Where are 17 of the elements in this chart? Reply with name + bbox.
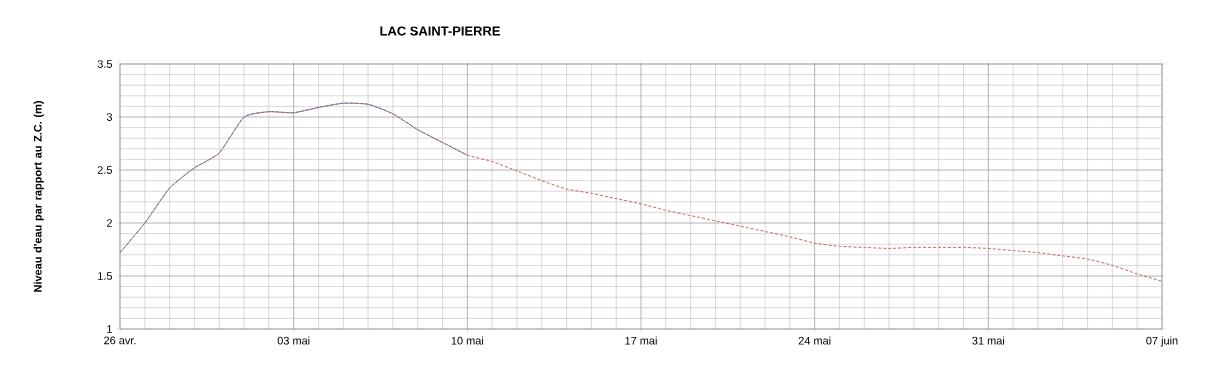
y-tick-label: 1 xyxy=(107,325,112,333)
y-tick-label: 1.5 xyxy=(98,272,113,280)
y-tick-label: 3 xyxy=(106,113,112,121)
x-tick-label: 03 mai xyxy=(277,336,310,345)
y-tick-label: 3.5 xyxy=(97,60,113,68)
x-tick-label: 31 mai xyxy=(972,336,1005,345)
line-series xyxy=(119,102,468,254)
x-tick-label: 07 juin xyxy=(1146,336,1178,347)
x-tick-label: 26 avr. xyxy=(104,336,136,345)
y-axis-title: Niveau d'eau par rapport au Z.C. (m) xyxy=(33,101,44,292)
x-tick-label: 24 mai xyxy=(798,336,831,345)
x-tick-label: 17 mai xyxy=(625,336,657,345)
x-tick-label: 10 mai xyxy=(451,336,484,345)
chart-title: LAC SAINT-PIERRE xyxy=(380,26,500,36)
line-series xyxy=(119,102,1163,282)
y-tick-label: 2 xyxy=(106,219,112,227)
y-tick-label: 2.5 xyxy=(97,166,113,174)
